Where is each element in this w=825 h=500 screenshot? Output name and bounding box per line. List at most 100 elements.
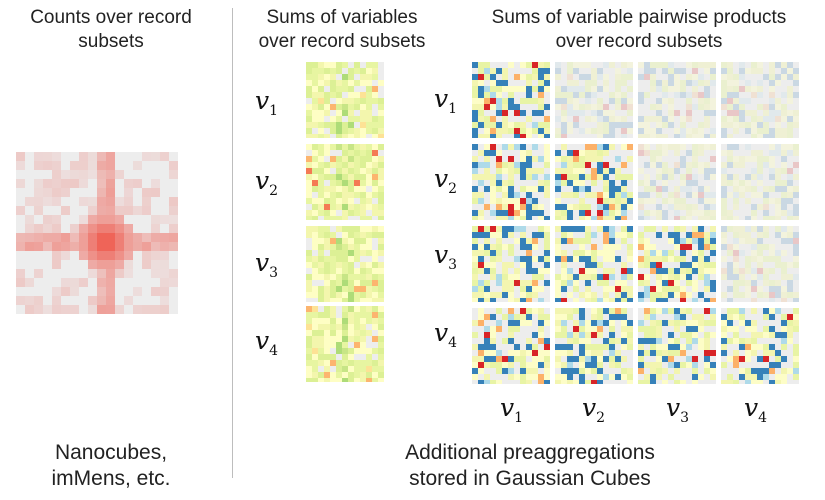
heatmap-cell [378, 354, 384, 360]
heatmap-cell [555, 68, 561, 74]
heatmap-cell [490, 186, 496, 192]
heatmap-cell [787, 232, 793, 238]
heatmap-cell [674, 110, 680, 116]
heatmap-cell [573, 298, 579, 302]
heatmap-cell [710, 156, 716, 162]
heatmap-cell [508, 86, 514, 92]
heatmap-cell [478, 368, 484, 374]
heatmap-cell [644, 308, 650, 314]
heatmap-cell [674, 380, 680, 384]
heatmap-cell [502, 186, 508, 192]
heatmap-cell [704, 344, 710, 350]
heatmap-cell [502, 338, 508, 344]
heatmap-cell [591, 314, 597, 320]
heatmap-cell [793, 356, 799, 362]
heatmap-cell [603, 274, 609, 280]
heatmap-cell [763, 256, 769, 262]
heatmap-cell [674, 274, 680, 280]
heatmap-cell [366, 286, 372, 292]
heatmap-cell [169, 233, 178, 242]
heatmap-cell [34, 197, 43, 206]
heatmap-cell [532, 286, 538, 292]
product-panel-v2-v3 [638, 144, 716, 220]
heatmap-cell [644, 116, 650, 122]
heatmap-cell [490, 356, 496, 362]
heatmap-cell [16, 278, 25, 287]
heatmap-cell [378, 162, 384, 168]
heatmap-cell [555, 74, 561, 80]
heatmap-cell [555, 256, 561, 262]
heatmap-cell [733, 268, 739, 274]
heatmap-cell [775, 80, 781, 86]
heatmap-cell [151, 224, 160, 233]
heatmap-cell [787, 314, 793, 320]
heatmap-cell [169, 170, 178, 179]
heatmap-cell [360, 262, 366, 268]
heatmap-cell [538, 74, 544, 80]
heatmap-cell [312, 324, 318, 330]
heatmap-cell [561, 116, 567, 122]
heatmap-cell [573, 116, 579, 122]
heatmap-cell [769, 314, 775, 320]
heatmap-cell [603, 374, 609, 380]
heatmap-cell [496, 368, 502, 374]
heatmap-cell [330, 162, 336, 168]
heatmap-cell [544, 374, 550, 380]
heatmap-cell [508, 286, 514, 292]
heatmap-cell [603, 338, 609, 344]
heatmap-cell [532, 268, 538, 274]
heatmap-cell [97, 161, 106, 170]
heatmap-cell [579, 86, 585, 92]
heatmap-cell [324, 324, 330, 330]
heatmap-cell [544, 150, 550, 156]
heatmap-cell [354, 274, 360, 280]
heatmap-cell [721, 216, 727, 220]
sums-header: Sums of variables over record subsets [236, 6, 448, 54]
heatmap-cell [656, 326, 662, 332]
heatmap-cell [324, 144, 330, 150]
heatmap-cell [526, 374, 532, 380]
heatmap-cell [621, 274, 627, 280]
heatmap-cell [644, 180, 650, 186]
heatmap-cell [342, 366, 348, 372]
heatmap-cell [573, 338, 579, 344]
heatmap-cell [496, 122, 502, 128]
heatmap-cell [514, 374, 520, 380]
heatmap-cell [751, 116, 757, 122]
heatmap-cell [763, 192, 769, 198]
heatmap-cell [306, 360, 312, 366]
heatmap-cell [615, 308, 621, 314]
heatmap-cell [532, 122, 538, 128]
heatmap-cell [348, 336, 354, 342]
heatmap-cell [526, 314, 532, 320]
heatmap-cell [378, 192, 384, 198]
heatmap-cell [781, 192, 787, 198]
heatmap-cell [306, 232, 312, 238]
heatmap-cell [532, 144, 538, 150]
heatmap-cell [478, 286, 484, 292]
heatmap-cell [674, 320, 680, 326]
heatmap-cell [324, 366, 330, 372]
heatmap-cell [650, 68, 656, 74]
heatmap-cell [555, 320, 561, 326]
heatmap-cell [692, 232, 698, 238]
heatmap-cell [360, 318, 366, 324]
heatmap-cell [567, 68, 573, 74]
heatmap-cell [745, 380, 751, 384]
heatmap-cell [668, 98, 674, 104]
heatmap-cell [787, 128, 793, 134]
heatmap-cell [312, 360, 318, 366]
heatmap-cell [306, 366, 312, 372]
heatmap-cell [366, 198, 372, 204]
heatmap-cell [544, 244, 550, 250]
heatmap-cell [342, 80, 348, 86]
heatmap-cell [372, 174, 378, 180]
heatmap-cell [686, 280, 692, 286]
heatmap-cell [324, 238, 330, 244]
heatmap-cell [490, 86, 496, 92]
heatmap-cell [478, 104, 484, 110]
heatmap-cell [579, 332, 585, 338]
heatmap-cell [603, 286, 609, 292]
heatmap-cell [496, 210, 502, 216]
heatmap-cell [597, 198, 603, 204]
